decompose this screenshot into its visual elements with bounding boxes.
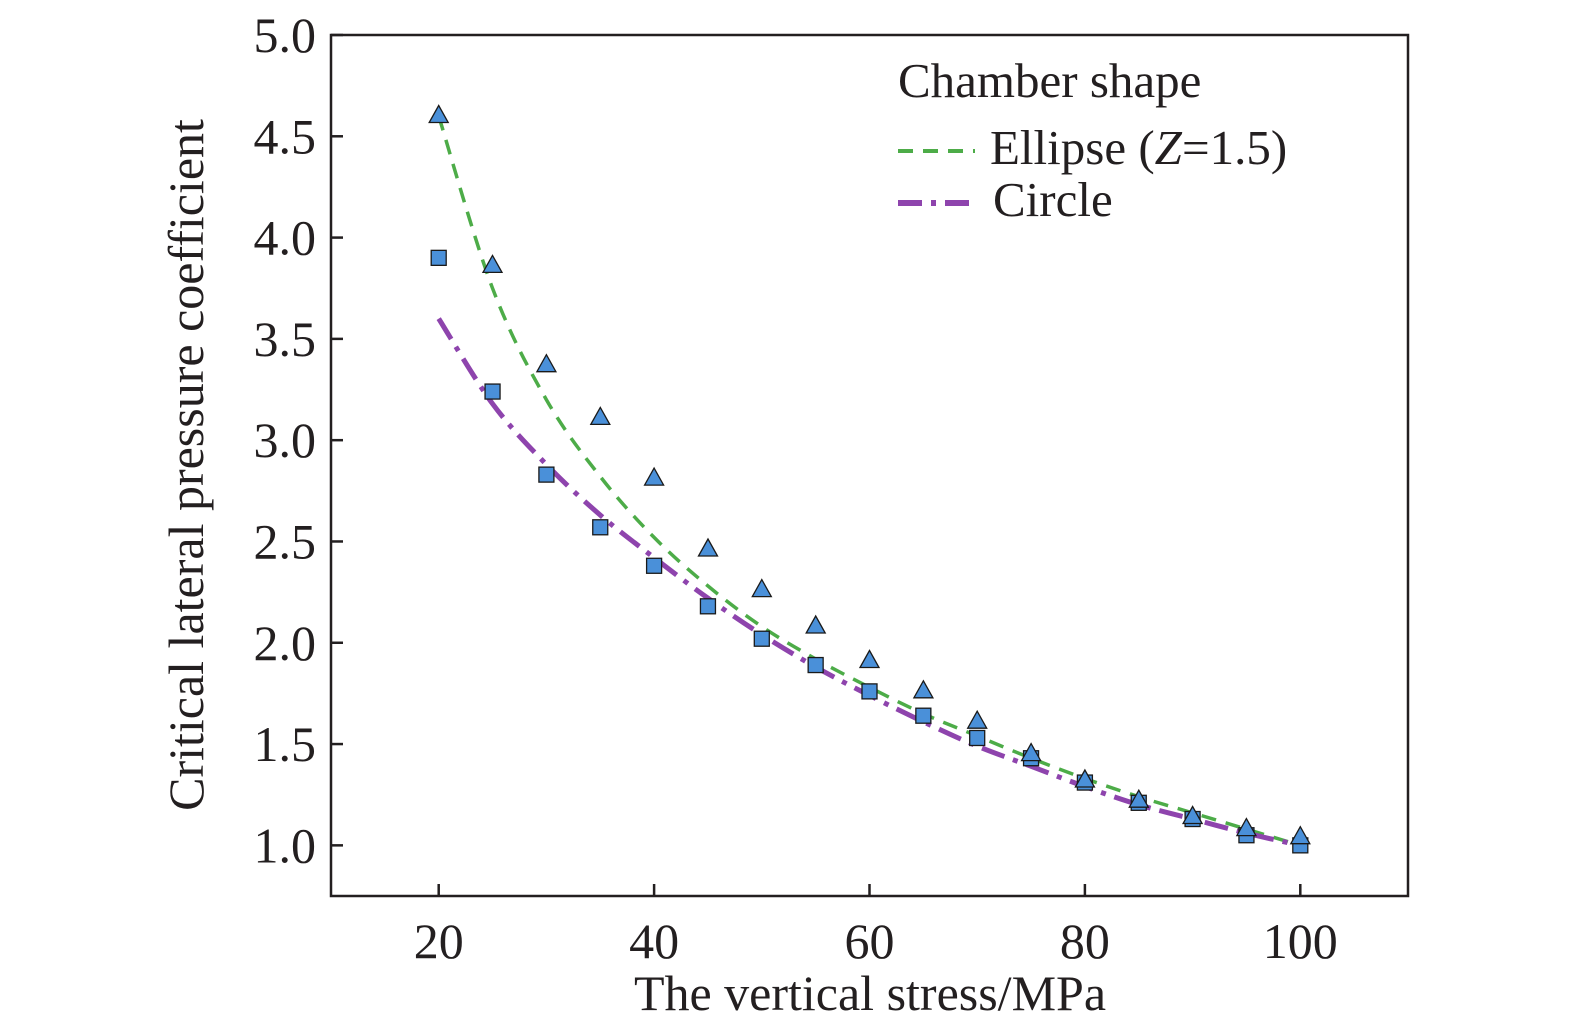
fit-line-ellipse: [437, 115, 1301, 848]
legend: Chamber shape Ellipse (Z=1.5) Circle: [898, 53, 1287, 227]
point-ellipse: [751, 578, 773, 598]
point-circle: [699, 598, 717, 615]
legend-circle-label: Circle: [993, 172, 1113, 227]
x-tick-label: 40: [629, 913, 679, 969]
x-axis: 20 40 60 80 100: [414, 884, 1338, 969]
point-ellipse: [858, 649, 881, 669]
y-tick-label: 2.5: [254, 513, 317, 569]
point-ellipse: [535, 353, 558, 373]
point-ellipse: [912, 679, 935, 699]
point-circle: [969, 729, 986, 747]
point-ellipse: [589, 406, 611, 426]
point-ellipse: [805, 614, 827, 634]
x-tick-label: 100: [1263, 913, 1338, 969]
legend-ellipse-label: Ellipse (Z=1.5): [990, 120, 1287, 175]
y-tick-label: 4.5: [254, 108, 317, 164]
y-tick-label: 1.5: [254, 716, 317, 772]
y-tick-label: 3.0: [254, 412, 317, 468]
point-ellipse: [1074, 768, 1096, 788]
point-ellipse: [966, 709, 988, 729]
y-axis: 1.0 1.5 2.0 2.5 3.0 3.5 4.0 4.5 5.0: [254, 7, 343, 873]
legend-ellipse-suffix: =1.5): [1182, 120, 1287, 175]
point-ellipse: [1235, 817, 1258, 837]
point-ellipse: [1181, 805, 1204, 825]
x-axis-title: The vertical stress/MPa: [634, 965, 1106, 1021]
point-circle: [430, 249, 447, 266]
y-tick-label: 2.0: [254, 615, 317, 671]
point-circle: [753, 630, 770, 647]
y-tick-label: 1.0: [254, 817, 317, 873]
legend-ellipse-prefix: Ellipse (: [990, 120, 1155, 175]
point-ellipse: [1020, 742, 1042, 762]
point-circle: [861, 683, 878, 700]
point-circle: [592, 519, 609, 536]
legend-ellipse-var: Z: [1155, 120, 1183, 175]
y-tick-label: 3.5: [254, 311, 317, 367]
series-lines: [436, 115, 1301, 848]
x-tick-label: 20: [414, 913, 464, 969]
point-circle: [645, 557, 663, 574]
point-circle: [484, 383, 501, 400]
y-tick-label: 4.0: [254, 210, 317, 266]
y-axis-title: Critical lateral pressure coefficient: [158, 119, 214, 811]
series-markers: [428, 104, 1311, 854]
point-circle: [915, 707, 932, 724]
y-tick-label: 5.0: [254, 7, 317, 63]
point-ellipse: [481, 254, 504, 274]
fit-line-circle: [436, 317, 1301, 848]
x-tick-label: 80: [1060, 913, 1110, 969]
x-tick-label: 60: [845, 913, 895, 969]
point-circle: [807, 656, 824, 674]
point-circle: [538, 466, 555, 483]
point-ellipse: [1128, 788, 1150, 808]
point-ellipse: [1289, 825, 1311, 845]
point-ellipse: [697, 537, 719, 557]
point-ellipse: [643, 466, 665, 486]
legend-title: Chamber shape: [898, 53, 1201, 108]
point-ellipse: [428, 104, 450, 124]
